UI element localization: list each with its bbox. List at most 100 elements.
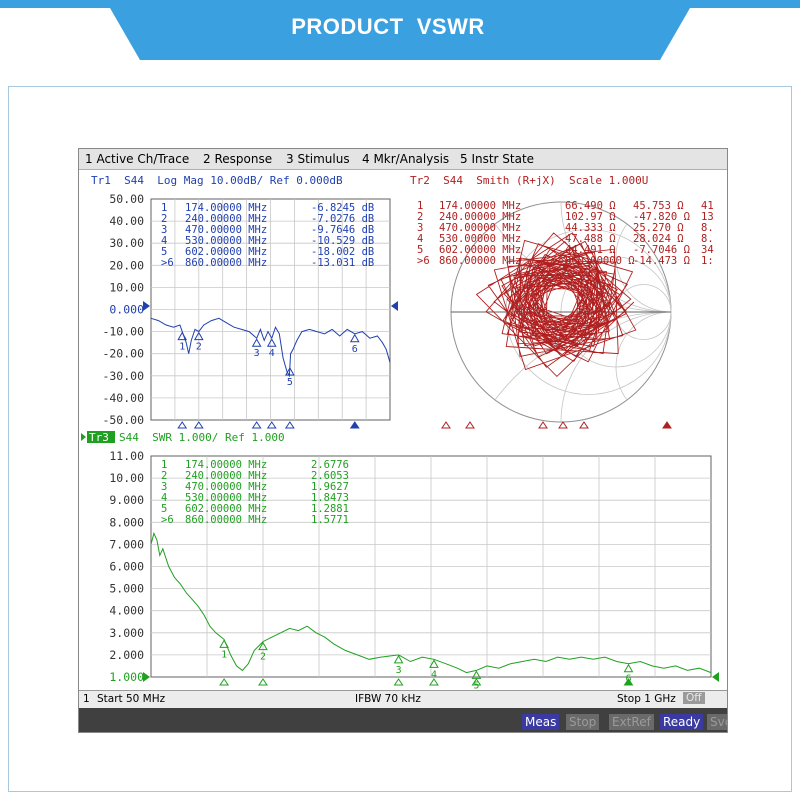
t3-ytick-label: 7.000 bbox=[109, 537, 144, 551]
t1-marker-number: 3 bbox=[254, 348, 260, 359]
smith-marker-extra: 41 bbox=[701, 200, 714, 212]
status-ifbw[interactable]: IFBW 70 kHz bbox=[355, 693, 421, 705]
smith-reactance-arc bbox=[615, 202, 671, 313]
t3-marker-triangle[interactable] bbox=[393, 654, 404, 664]
analyzer-window: 1 Active Ch/Trace 2 Response 3 Stimulus … bbox=[78, 148, 728, 733]
t1-marker-axis-triangle[interactable] bbox=[193, 421, 204, 429]
t1-marker-axis-triangle[interactable] bbox=[349, 421, 360, 429]
smith-marker-extra: 8. bbox=[701, 222, 714, 234]
t3-ytick-label: 8.000 bbox=[109, 515, 144, 529]
t1-marker-freq: 530.00000 MHz bbox=[185, 235, 267, 247]
t1-marker-axis-triangle[interactable] bbox=[284, 421, 295, 429]
status-off-badge[interactable]: Off bbox=[683, 692, 705, 704]
swr-trace bbox=[150, 531, 712, 674]
t1-marker-freq: 174.00000 MHz bbox=[185, 202, 267, 214]
t3-marker-axis-triangle[interactable] bbox=[429, 678, 439, 686]
t3-marker-number: 4 bbox=[431, 669, 437, 680]
status-start[interactable]: Start 50 MHz bbox=[97, 693, 166, 705]
t3-marker-label: 5 bbox=[161, 503, 167, 515]
t3-marker-value: 2.6776 bbox=[311, 459, 349, 471]
smith-marker-axis-triangle[interactable] bbox=[538, 421, 548, 429]
smith-marker-x: 28.024 Ω bbox=[633, 233, 684, 245]
t3-marker-triangle[interactable] bbox=[258, 641, 268, 651]
smith-marker-r: 102.97 Ω bbox=[565, 211, 616, 223]
t3-marker-triangle[interactable] bbox=[429, 659, 439, 668]
menu-active-ch-trace[interactable]: 1 Active Ch/Trace bbox=[85, 152, 190, 166]
t1-ytick-label: -30.00 bbox=[102, 369, 144, 383]
logmag-ref-arrow-right bbox=[391, 301, 398, 311]
softkey-svc[interactable]: Svc bbox=[707, 714, 727, 730]
t3-marker-axis-triangle[interactable] bbox=[471, 678, 482, 686]
smith-marker-label: 4 bbox=[417, 233, 423, 245]
smith-marker-label: 3 bbox=[417, 222, 423, 234]
t3-marker-label: 2 bbox=[161, 470, 167, 482]
t1-ytick-label: 40.00 bbox=[109, 214, 144, 228]
t3-marker-axis-triangle[interactable] bbox=[623, 678, 634, 686]
t1-marker-triangle[interactable] bbox=[177, 331, 188, 341]
t3-ytick-label: 10.00 bbox=[109, 471, 144, 485]
softkey-extref[interactable]: ExtRef bbox=[609, 714, 654, 730]
t3-marker-label: 4 bbox=[161, 492, 167, 504]
smith-title: Tr2 S44 Smith (R+jX) Scale 1.000U bbox=[410, 174, 648, 187]
smith-marker-x: 45.753 Ω bbox=[633, 200, 684, 212]
t1-marker-triangle[interactable] bbox=[251, 338, 262, 347]
t3-marker-axis-triangle[interactable] bbox=[219, 678, 230, 686]
t1-marker-triangle[interactable] bbox=[285, 366, 295, 376]
smith-marker-freq: 240.00000 MHz bbox=[439, 211, 521, 223]
t1-ytick-label: -40.00 bbox=[102, 391, 144, 405]
softkey-stop[interactable]: Stop bbox=[566, 714, 600, 730]
t1-ytick-label: 30.00 bbox=[109, 236, 144, 250]
logmag-panel: Tr1 S44 Log Mag 10.00dB/ Ref 0.000dB 50.… bbox=[91, 174, 398, 429]
t3-marker-axis-triangle[interactable] bbox=[258, 678, 268, 686]
t1-marker-axis-triangle[interactable] bbox=[177, 421, 188, 429]
t3-marker-freq: 860.00000 MHz bbox=[185, 514, 267, 526]
smith-marker-axis-triangle[interactable] bbox=[465, 421, 475, 429]
smith-marker-freq: 860.00000 MHz bbox=[439, 255, 521, 267]
t3-marker-value: 1.9627 bbox=[311, 481, 349, 493]
t3-marker-axis-triangle[interactable] bbox=[393, 678, 404, 686]
swr-ref-arrow-right bbox=[712, 672, 719, 682]
smith-marker-r: 47.488 Ω bbox=[565, 233, 616, 245]
t1-marker-axis-triangle[interactable] bbox=[266, 421, 277, 429]
softkey-meas[interactable]: Meas bbox=[522, 714, 560, 730]
t3-marker-value: 1.8473 bbox=[311, 492, 349, 504]
t3-marker-freq: 602.00000 MHz bbox=[185, 503, 267, 515]
t1-marker-triangle[interactable] bbox=[349, 333, 360, 343]
smith-marker-axis-triangle[interactable] bbox=[441, 421, 451, 429]
menu-stimulus[interactable]: 3 Stimulus bbox=[286, 152, 350, 166]
menu-instr-state[interactable]: 5 Instr State bbox=[460, 152, 535, 166]
swr-tr-tag: Tr3 bbox=[89, 431, 109, 444]
t1-marker-value: -18.002 dB bbox=[311, 246, 374, 258]
t3-marker-freq: 240.00000 MHz bbox=[185, 470, 267, 482]
t3-marker-triangle[interactable] bbox=[623, 663, 634, 673]
swr-panel: Tr3 S44 SWR 1.000/ Ref 1.000 11.00 10.00 9… bbox=[81, 431, 719, 689]
t1-marker-label: 3 bbox=[161, 224, 167, 236]
t1-ytick-label: 20.00 bbox=[109, 258, 144, 272]
smith-marker-r: 66.490 Ω bbox=[565, 200, 616, 212]
t1-ytick-label: -10.00 bbox=[102, 325, 144, 339]
t3-ytick-label: 9.000 bbox=[109, 493, 144, 507]
t1-ytick-label: 50.00 bbox=[109, 192, 144, 206]
menu-response[interactable]: 2 Response bbox=[203, 152, 273, 166]
smith-marker-label: 1 bbox=[417, 200, 423, 212]
t1-marker-freq: 860.00000 MHz bbox=[185, 257, 267, 269]
status-stop[interactable]: Stop 1 GHz bbox=[617, 693, 676, 705]
smith-panel: Tr2 S44 Smith (R+jX) Scale 1.000U 1 174.0… bbox=[410, 174, 714, 429]
t1-marker-axis-triangle[interactable] bbox=[251, 421, 262, 429]
t3-marker-label: 3 bbox=[161, 481, 167, 493]
smith-marker-axis-triangle[interactable] bbox=[662, 421, 672, 429]
t1-marker-value: -10.529 dB bbox=[311, 235, 374, 247]
logmag-trace bbox=[150, 317, 391, 378]
smith-marker-axis-triangle[interactable] bbox=[579, 421, 589, 429]
logmag-title: Tr1 S44 Log Mag 10.00dB/ Ref 0.000dB bbox=[91, 174, 343, 187]
menu-mkr-analysis[interactable]: 4 Mkr/Analysis bbox=[362, 152, 450, 166]
t3-marker-freq: 174.00000 MHz bbox=[185, 459, 267, 471]
t1-marker-triangle[interactable] bbox=[193, 331, 204, 341]
softkey-ready[interactable]: Ready bbox=[660, 714, 704, 730]
smith-marker-extra: 1: bbox=[701, 255, 714, 267]
banner-frame bbox=[8, 86, 792, 792]
smith-marker-axis-triangle[interactable] bbox=[558, 421, 568, 429]
t3-marker-triangle[interactable] bbox=[219, 639, 229, 648]
t1-marker-label: 2 bbox=[161, 213, 167, 225]
t1-marker-triangle[interactable] bbox=[266, 338, 277, 347]
